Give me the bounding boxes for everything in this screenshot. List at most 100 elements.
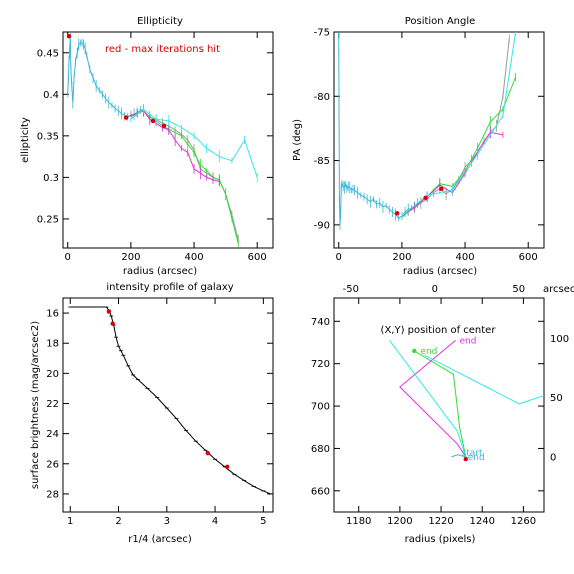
y-tick-label: 0.3 [43,173,59,184]
series-line [338,32,419,225]
y-tick-label: -90 [314,220,330,231]
x-tick-label: 3 [164,516,170,527]
right-y-tick-label: 0 [550,452,556,463]
point-label: end [460,336,477,346]
y-tick-label: 660 [311,486,330,497]
ellipticity-ylabel: ellipticity [20,117,31,163]
y-tick-label: 720 [311,359,330,370]
top-x-tick-label: 0 [432,284,438,295]
x-tick-label: 1180 [346,516,371,527]
point-label: end [420,347,437,357]
ellipticity-title: Ellipticity [137,16,183,27]
y-tick-label: 740 [311,317,330,328]
x-tick-label: 4 [212,516,218,527]
intensity-profile-panel: intensity profile of galaxy r1/4 (arcsec… [30,282,274,545]
top-x-tick-label: 50 [512,284,525,295]
max-iteration-point [423,195,428,201]
y-tick-label: 20 [46,369,59,380]
series-line [130,110,239,244]
position-angle-title: Position Angle [405,16,476,27]
series-line [401,38,510,218]
top-x-tick-label: -50 [343,284,359,295]
series-line [389,340,467,458]
x-tick-label: 1240 [470,516,495,527]
x-tick-label: 600 [519,252,538,263]
max-iteration-point [205,451,211,456]
x-tick-label: 0 [336,252,342,263]
y-tick-label: -80 [314,92,330,103]
y-tick-label: 24 [46,429,59,440]
center-position-panel: (X,Y) position of center radius (pixels)… [311,284,574,545]
x-tick-label: 400 [456,252,475,263]
x-tick-label: 2 [115,516,121,527]
x-tick-label: 400 [185,252,204,263]
y-tick-label: 0.4 [43,90,59,101]
series-line [70,306,271,495]
y-tick-label: 18 [46,339,59,350]
plot-frame [333,297,545,513]
series-line [424,354,544,405]
center-position-xlabel: radius (pixels) [405,534,476,545]
plot-frame [62,297,274,513]
x-tick-label: 200 [392,252,411,263]
y-tick-label: 0.45 [37,48,59,59]
center-position-right-label: arcsec [543,284,574,295]
y-tick-label: 22 [46,399,59,410]
y-tick-label: 700 [311,402,330,413]
max-iteration-point [463,456,468,462]
max-iterations-note: red - max iterations hit [105,44,220,55]
x-tick-label: 200 [121,252,140,263]
plot-area [66,33,258,248]
right-y-tick-label: 50 [550,393,563,404]
right-y-tick-label: 100 [550,334,569,345]
x-tick-label: 1200 [387,516,412,527]
max-iteration-point [394,211,400,216]
y-tick-label: -75 [314,28,330,39]
x-tick-label: 0 [65,252,71,263]
point-label: start [462,449,483,459]
max-iteration-point [439,186,444,192]
plot-area [68,306,273,495]
center-position-title: (X,Y) position of center [381,325,497,336]
y-tick-label: 26 [46,459,59,470]
series-line [451,454,466,458]
ellipticity-xlabel: radius (arcsec) [123,266,197,277]
max-iteration-point [66,33,72,39]
max-iteration-point [150,118,156,124]
series-line [401,76,517,218]
x-tick-label: 600 [248,252,267,263]
y-tick-label: 16 [46,309,59,320]
y-tick-label: -85 [314,156,330,167]
plot-frame [62,31,274,249]
ellipticity-panel: Ellipticity radius (arcsec) ellipticity … [20,16,274,277]
y-tick-label: 28 [46,489,59,500]
series-line [414,350,467,458]
green-point [412,348,417,354]
series-line [399,340,467,458]
x-tick-label: 1260 [511,516,536,527]
position-angle-ylabel: PA (deg) [292,119,303,161]
max-iteration-point [123,115,129,120]
y-tick-label: 680 [311,444,330,455]
max-iteration-point [224,464,230,469]
x-tick-label: 1220 [428,516,453,527]
max-iteration-point [106,309,112,314]
y-tick-label: 0.25 [37,214,59,225]
point-label: end [468,453,485,463]
series-line [130,110,220,182]
intensity-profile-ylabel: surface brightness (mag/arcsec2) [30,321,41,489]
max-iteration-point [110,321,115,326]
position-angle-panel: Position Angle radius (arcsec) PA (deg) … [292,16,545,277]
max-iteration-point [161,123,167,129]
plot-frame [333,31,545,249]
x-tick-label: 5 [260,516,266,527]
x-tick-label: 1 [67,516,73,527]
intensity-profile-title: intensity profile of galaxy [106,282,233,293]
plot-area [338,32,517,230]
position-angle-xlabel: radius (arcsec) [403,266,477,277]
intensity-profile-xlabel: r1/4 (arcsec) [128,534,192,545]
series-line [401,32,517,217]
y-tick-label: 0.35 [37,131,59,142]
